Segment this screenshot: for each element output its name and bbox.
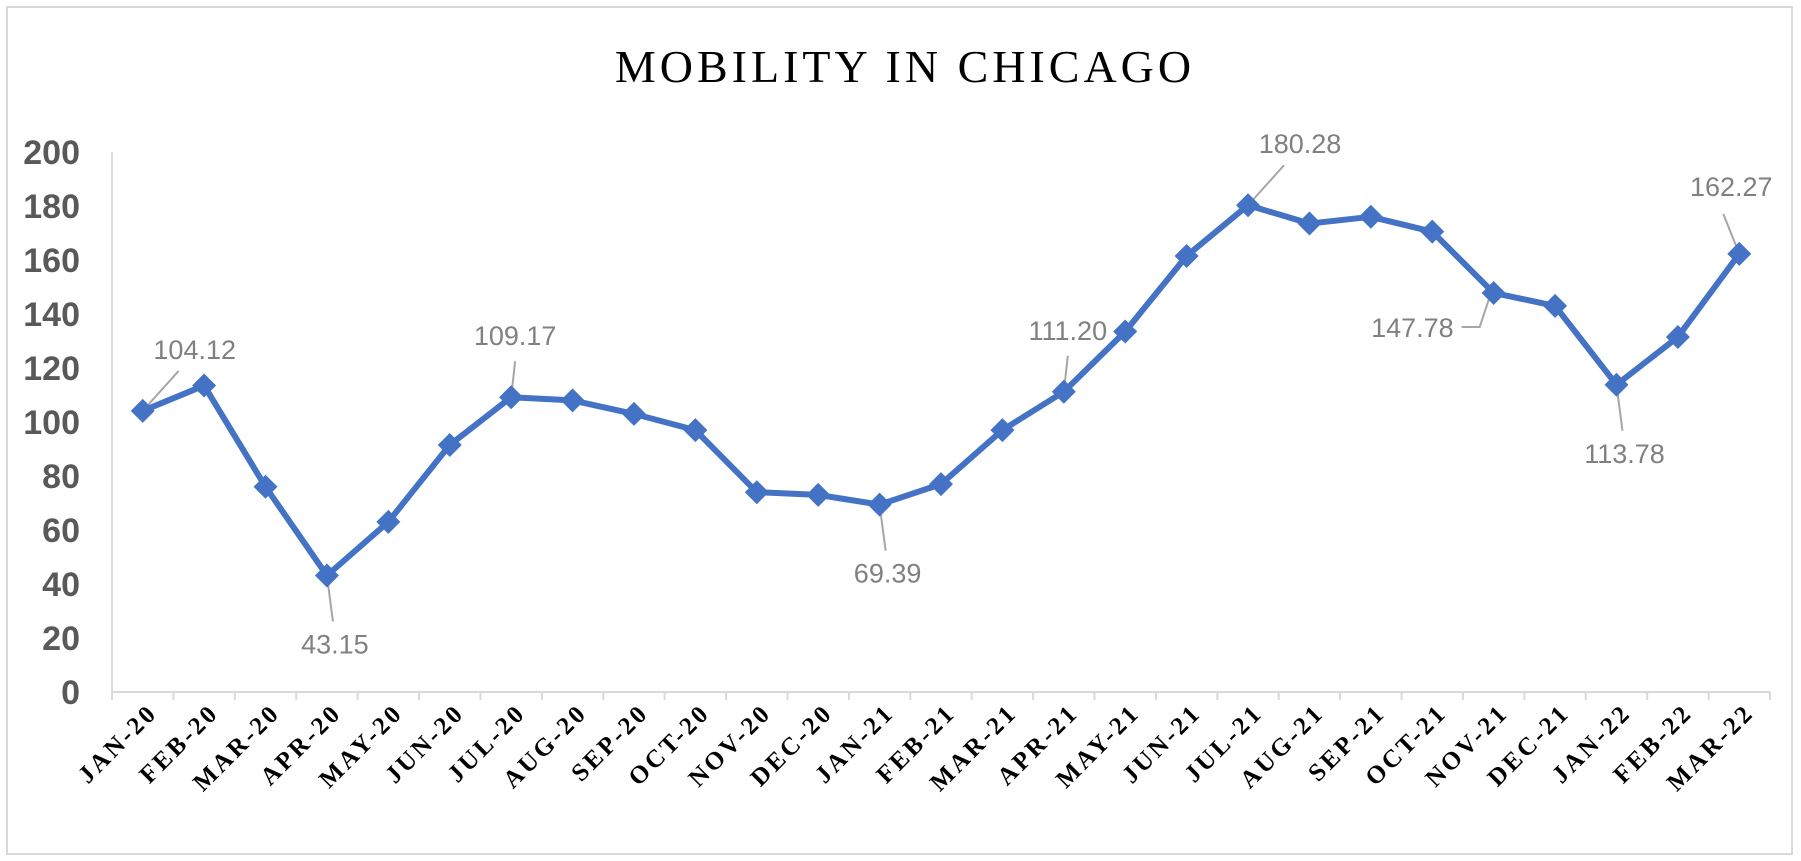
y-tick-label: 100 [23, 404, 80, 442]
y-tick-label: 40 [42, 566, 80, 604]
y-tick-label: 60 [42, 512, 80, 550]
data-point-marker [929, 472, 953, 497]
leader-line [141, 370, 180, 412]
data-point-marker [130, 398, 155, 423]
data-point-marker [683, 418, 708, 443]
data-point-marker [1543, 293, 1568, 318]
series-line [130, 193, 1752, 588]
y-tick-label: 180 [23, 188, 80, 226]
data-label: 113.78 [1584, 439, 1665, 469]
data-point-marker [1174, 243, 1199, 268]
data-point-marker [990, 418, 1015, 443]
y-tick-label: 160 [23, 242, 80, 280]
data-point-marker [437, 432, 462, 457]
data-point-marker [1604, 372, 1629, 397]
data-point-marker [253, 474, 278, 499]
data-point-marker [1358, 204, 1383, 229]
data-point-marker [1420, 219, 1445, 244]
data-label: 147.78 [1371, 313, 1454, 343]
y-tick-label: 80 [42, 458, 80, 496]
y-axis: 0 20 40 60 80 100 120 140 160 180 200 [23, 134, 113, 712]
leader-line [1461, 296, 1491, 328]
y-tick-label: 200 [23, 134, 80, 172]
leader-line [1247, 164, 1285, 206]
data-label: 109.17 [474, 321, 557, 351]
y-tick-label: 120 [23, 350, 80, 388]
data-point-marker [1727, 241, 1752, 266]
data-label: 69.39 [854, 559, 922, 589]
data-label: 43.15 [301, 629, 369, 659]
chart-frame [6, 6, 1793, 855]
data-labels: 104.12 43.15 109.17 69.39 111.20 180.28 147.78… [153, 129, 1772, 659]
y-tick-label: 20 [42, 620, 80, 658]
data-point-marker [1665, 324, 1690, 349]
data-point-marker [314, 563, 339, 588]
chart-title: MOBILITY IN CHICAGO [615, 41, 1195, 92]
data-point-marker [1113, 319, 1138, 344]
data-label: 162.27 [1690, 172, 1773, 202]
data-point-marker [1236, 193, 1261, 218]
data-label: 111.20 [1029, 316, 1108, 346]
x-axis: JAN-20FEB-20MAR-20APR-20MAY-20JUN-20JUL-… [73, 691, 1771, 797]
data-point-marker [621, 401, 646, 426]
y-tick-label: 140 [23, 296, 80, 334]
data-point-marker [744, 480, 769, 505]
data-point-marker [499, 385, 524, 410]
data-label: 104.12 [153, 335, 236, 365]
label-leaders [141, 164, 1741, 622]
data-point-marker [867, 492, 892, 517]
data-point-marker [1481, 280, 1506, 305]
data-point-marker [192, 373, 217, 398]
data-point-marker [376, 509, 401, 534]
data-point-marker [806, 482, 831, 507]
data-point-marker [1297, 211, 1322, 236]
data-point-marker [560, 388, 585, 413]
data-label: 180.28 [1259, 129, 1342, 159]
data-point-marker [1051, 379, 1076, 404]
y-tick-label: 0 [61, 674, 80, 712]
